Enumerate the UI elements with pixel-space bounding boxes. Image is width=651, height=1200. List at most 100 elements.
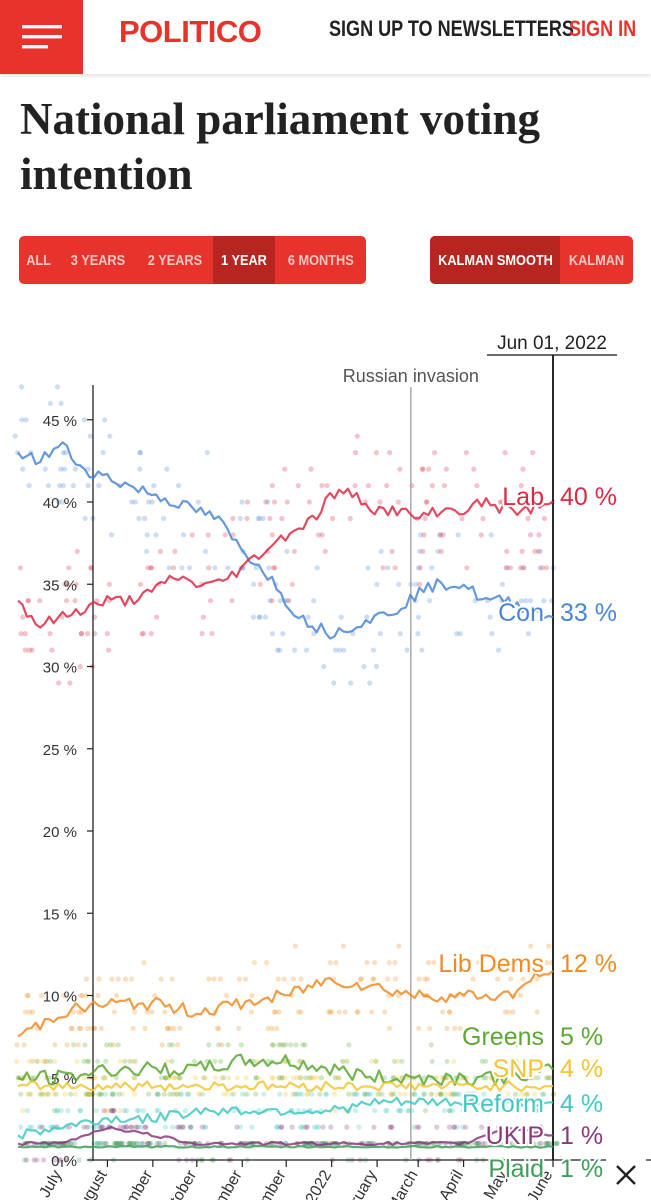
y-tick-label: 30 % — [43, 660, 77, 677]
poll-dot — [112, 1140, 118, 1147]
poll-dot — [182, 1108, 189, 1114]
poll-dot — [470, 1091, 476, 1097]
poll-dot — [97, 1124, 103, 1130]
poll-dot — [77, 1025, 84, 1031]
poll-dot — [137, 450, 143, 456]
series-name-label-con: Con — [498, 599, 544, 627]
poll-dot — [363, 1091, 370, 1097]
poll-dot — [465, 1091, 471, 1097]
poll-dot — [278, 1042, 284, 1048]
poll-dot — [184, 1091, 190, 1097]
poll-dot — [72, 1140, 78, 1147]
poll-dot — [489, 1140, 495, 1147]
poll-dot — [541, 598, 547, 604]
poll-dot — [537, 548, 544, 554]
poll-dot — [114, 1140, 120, 1147]
poll-dot — [109, 1108, 115, 1114]
brand-logo[interactable]: POLITICO — [119, 14, 262, 49]
menu-button[interactable] — [0, 0, 83, 74]
range-option-label: 1 YEAR — [221, 251, 267, 269]
poll-dot — [507, 565, 513, 571]
series-value-label-ukip: 1 % — [560, 1122, 603, 1150]
poll-dot — [417, 548, 423, 554]
poll-dot — [545, 1075, 551, 1081]
poll-dot — [124, 1108, 130, 1114]
voting-intention-chart[interactable]: 0 % 5 % 10 % 15 % 20 % 25 % 30 % 35 % 40 % 45 % Ju… — [0, 320, 651, 1200]
sign-in-link[interactable]: SIGN IN — [569, 16, 637, 41]
smoothing-option-kalman[interactable]: KALMAN — [560, 236, 633, 284]
poll-dot — [463, 1124, 469, 1130]
poll-dot — [344, 1124, 350, 1130]
range-option-1-year[interactable]: 1 YEAR — [213, 236, 275, 284]
poll-dot — [154, 614, 160, 620]
poll-dot — [546, 1075, 552, 1081]
poll-dot — [365, 565, 371, 571]
poll-dot — [525, 631, 531, 637]
poll-dot — [253, 1075, 259, 1081]
poll-dot — [195, 499, 201, 505]
poll-dot — [167, 1025, 173, 1031]
poll-dot — [451, 1124, 457, 1130]
poll-dot — [508, 976, 514, 982]
poll-dot — [128, 1124, 134, 1130]
poll-dot — [370, 976, 376, 982]
poll-dot — [488, 532, 494, 538]
poll-dot — [27, 1124, 33, 1130]
newsletter-signup-link[interactable]: SIGN UP TO NEWSLETTERS — [329, 16, 574, 41]
poll-dot — [248, 1009, 254, 1015]
poll-dot — [385, 565, 391, 571]
poll-dot — [23, 417, 29, 423]
poll-dot — [28, 1091, 34, 1097]
series-line-ukip — [17, 1125, 554, 1147]
poll-dot — [113, 1091, 119, 1097]
poll-dot — [428, 1091, 434, 1097]
poll-dot — [234, 1124, 240, 1130]
poll-dot — [60, 450, 66, 456]
poll-dot — [136, 515, 142, 522]
poll-dot — [336, 1075, 342, 1081]
poll-dot — [202, 548, 208, 554]
poll-dot — [280, 1042, 286, 1048]
poll-dot — [45, 1091, 51, 1097]
poll-dot — [308, 466, 314, 472]
poll-dot — [162, 1075, 169, 1081]
poll-dot — [294, 1091, 300, 1097]
range-option-2-years[interactable]: 2 YEARS — [136, 236, 213, 284]
poll-dot — [353, 1091, 359, 1097]
poll-dot — [395, 1058, 401, 1064]
poll-dot — [45, 483, 51, 489]
poll-dot — [130, 1025, 136, 1031]
poll-dot — [99, 1124, 105, 1130]
range-option-6-months[interactable]: 6 MONTHS — [275, 236, 366, 284]
poll-dot — [139, 1124, 145, 1130]
range-option-3-years[interactable]: 3 YEARS — [59, 236, 136, 284]
poll-dot — [527, 598, 534, 604]
poll-dot — [14, 1058, 20, 1064]
poll-dot — [423, 499, 429, 505]
poll-dot — [377, 499, 383, 505]
poll-dot — [361, 1091, 368, 1097]
poll-dot — [284, 499, 290, 505]
poll-dot — [546, 1140, 552, 1147]
poll-dot — [201, 1075, 207, 1081]
poll-dot — [538, 1124, 544, 1130]
poll-dot — [451, 1058, 457, 1064]
poll-dot — [31, 1157, 37, 1163]
poll-dot — [364, 960, 370, 966]
poll-dot — [47, 1058, 54, 1064]
poll-dot — [142, 1124, 148, 1130]
close-button[interactable] — [606, 1155, 646, 1195]
poll-dot — [284, 548, 290, 554]
poll-dot — [427, 1025, 433, 1031]
poll-dot — [132, 1075, 138, 1081]
poll-dot — [171, 1075, 177, 1081]
poll-dot — [495, 1091, 501, 1097]
poll-dot — [27, 1009, 33, 1015]
poll-dot — [292, 1091, 298, 1097]
poll-dot — [177, 1025, 183, 1031]
smoothing-option-kalman-smooth[interactable]: KALMAN SMOOTH — [430, 236, 560, 284]
range-option-all[interactable]: ALL — [19, 236, 59, 284]
poll-dot — [446, 1108, 453, 1114]
poll-dot — [204, 450, 210, 456]
poll-dot — [506, 1140, 512, 1147]
